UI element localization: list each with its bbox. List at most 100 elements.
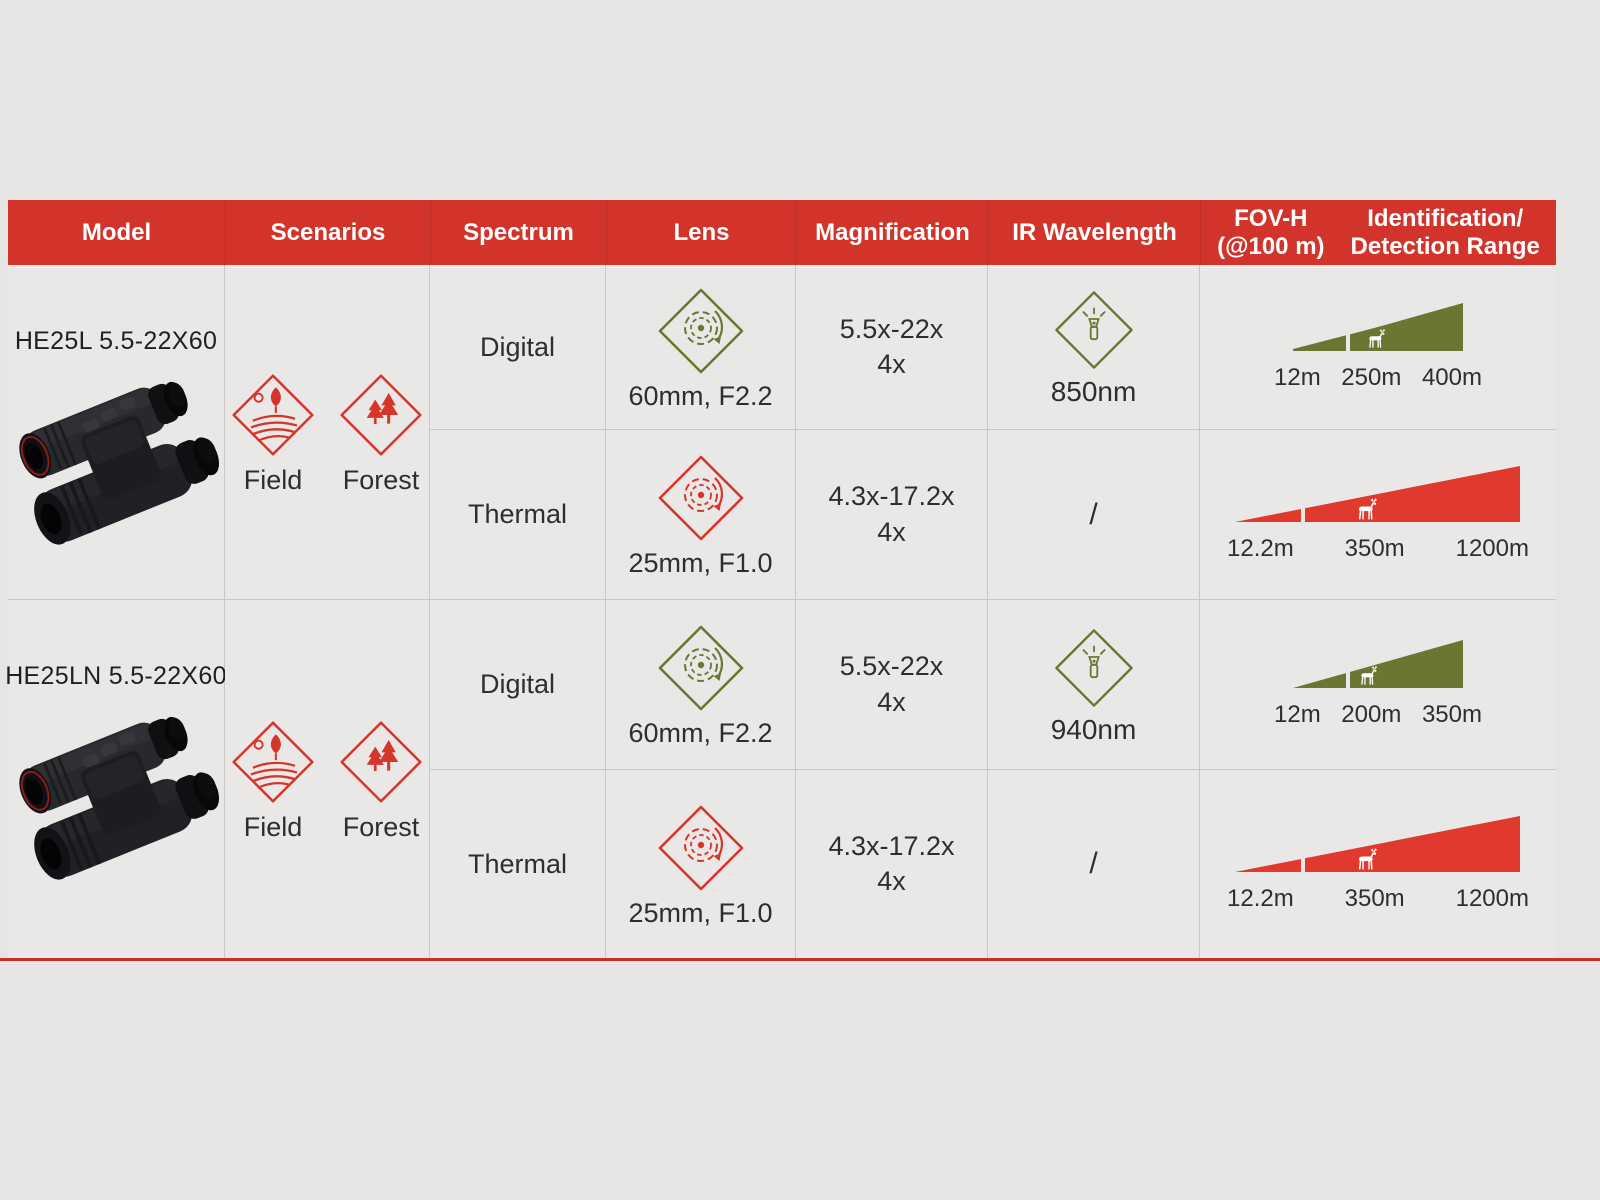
spectrum-value: Digital bbox=[479, 669, 556, 699]
spec-table: Model Scenarios Spectrum Lens Magnificat… bbox=[5, 200, 1556, 958]
range-near: 12m bbox=[1274, 701, 1321, 728]
ir-value: / bbox=[1089, 497, 1098, 531]
header-lens: Lens bbox=[606, 200, 796, 265]
model-name: HE25LN 5.5-22X60 bbox=[5, 662, 227, 690]
magnification-cell: 5.5x-22x 4x bbox=[796, 600, 988, 770]
ir-flashlight-icon bbox=[1050, 286, 1138, 374]
range-identification: 350m bbox=[1344, 884, 1405, 912]
ir-cell: / bbox=[988, 430, 1200, 600]
magnification-optical: 5.5x-22x bbox=[839, 651, 944, 682]
scenarios-cell-he25l: Field Forest bbox=[225, 265, 430, 600]
range-detection: 400m bbox=[1421, 363, 1482, 391]
range-triangle-red bbox=[1235, 466, 1520, 522]
lens-value: 25mm, F1.0 bbox=[628, 548, 773, 578]
table-bottom-accent-line bbox=[0, 958, 1600, 961]
lens-value: 25mm, F1.0 bbox=[628, 897, 773, 928]
scenarios-cell-he25ln: Field Forest bbox=[225, 600, 430, 958]
scenario-field: Field bbox=[227, 716, 319, 843]
binoculars-product-image bbox=[7, 366, 225, 556]
range-detection: 1200m bbox=[1455, 884, 1529, 912]
range-identification: 250m bbox=[1341, 363, 1402, 391]
magnification-digital-zoom: 4x bbox=[877, 516, 906, 547]
range-near: 12.2m bbox=[1227, 884, 1294, 912]
lens-value: 60mm, F2.2 bbox=[628, 718, 773, 748]
lens-cell: 60mm, F2.2 bbox=[606, 265, 796, 430]
model-name: HE25L 5.5-22X60 bbox=[14, 327, 218, 355]
header-ir-wavelength: IR Wavelength bbox=[988, 200, 1200, 265]
ir-value: 850nm bbox=[1050, 376, 1137, 407]
range-detection: 350m bbox=[1421, 701, 1482, 728]
ir-flashlight-icon bbox=[1050, 624, 1138, 712]
forest-icon bbox=[335, 716, 427, 808]
model-cell-he25l: HE25L 5.5-22X60 bbox=[8, 265, 225, 600]
header-model: Model bbox=[8, 200, 225, 265]
magnification-value: 4.3x-17.2x 4x bbox=[828, 479, 954, 549]
scenario-forest: Forest bbox=[335, 716, 427, 843]
spectrum-value: Thermal bbox=[467, 848, 568, 879]
ir-value: / bbox=[1089, 847, 1098, 880]
magnification-digital-zoom: 4x bbox=[877, 866, 906, 896]
range-identification: 350m bbox=[1344, 535, 1405, 562]
spectrum-value: Thermal bbox=[467, 499, 568, 529]
field-icon bbox=[227, 369, 319, 461]
range-triangle-red bbox=[1235, 815, 1520, 872]
spectrum-cell: Digital bbox=[430, 265, 606, 430]
lens-cell: 60mm, F2.2 bbox=[606, 600, 796, 770]
header-fov-range: FOV-H (@100 m) Identification/ Detection… bbox=[1200, 200, 1556, 265]
ir-cell: 850nm bbox=[988, 265, 1200, 430]
range-chart: 12m 200m 350m bbox=[1274, 640, 1482, 729]
binoculars-product-image bbox=[7, 701, 225, 891]
scenario-forest-label: Forest bbox=[342, 464, 420, 495]
spectrum-cell: Thermal bbox=[430, 430, 606, 600]
magnification-value: 5.5x-22x 4x bbox=[840, 312, 944, 382]
header-id-range: Identification/ Detection Range bbox=[1351, 205, 1540, 260]
header-fov: FOV-H (@100 m) bbox=[1217, 205, 1324, 260]
magnification-cell: 5.5x-22x 4x bbox=[796, 265, 988, 430]
range-near: 12.2m bbox=[1227, 535, 1294, 562]
range-cell: 12.2m 350m 1200m bbox=[1200, 770, 1556, 958]
range-cell: 12m 250m 400m bbox=[1200, 265, 1556, 430]
range-chart: 12.2m 350m 1200m bbox=[1227, 466, 1529, 563]
magnification-digital-zoom: 4x bbox=[877, 349, 906, 379]
scenario-field: Field bbox=[227, 369, 319, 496]
lens-icon bbox=[653, 283, 749, 379]
lens-icon bbox=[653, 450, 749, 546]
header-fov-line1: FOV-H bbox=[1234, 204, 1308, 232]
header-scenarios: Scenarios bbox=[225, 200, 430, 265]
spectrum-value: Digital bbox=[479, 331, 556, 362]
field-icon bbox=[227, 716, 319, 808]
header-fov-line2: (@100 m) bbox=[1217, 232, 1325, 260]
spectrum-cell: Digital bbox=[430, 600, 606, 770]
scenario-forest: Forest bbox=[335, 369, 427, 496]
lens-value: 60mm, F2.2 bbox=[628, 380, 773, 411]
range-cell: 12.2m 350m 1200m bbox=[1200, 430, 1556, 600]
magnification-cell: 4.3x-17.2x 4x bbox=[796, 770, 988, 958]
header-spectrum: Spectrum bbox=[430, 200, 606, 265]
magnification-cell: 4.3x-17.2x 4x bbox=[796, 430, 988, 600]
spectrum-cell: Thermal bbox=[430, 770, 606, 958]
magnification-value: 5.5x-22x 4x bbox=[840, 649, 944, 719]
range-identification: 200m bbox=[1341, 701, 1402, 728]
ir-value: 940nm bbox=[1050, 713, 1137, 745]
range-detection: 1200m bbox=[1455, 535, 1529, 562]
scenario-field-label: Field bbox=[243, 811, 303, 842]
range-near: 12m bbox=[1274, 363, 1321, 391]
ir-cell: / bbox=[988, 770, 1200, 958]
lens-cell: 25mm, F1.0 bbox=[606, 770, 796, 958]
range-chart: 12.2m 350m 1200m bbox=[1227, 815, 1529, 913]
ir-cell: 940nm bbox=[988, 600, 1200, 770]
forest-icon bbox=[335, 369, 427, 461]
magnification-optical: 5.5x-22x bbox=[839, 313, 944, 344]
header-magnification: Magnification bbox=[796, 200, 988, 265]
magnification-optical: 4.3x-17.2x bbox=[828, 481, 955, 512]
header-range-line1: Identification/ bbox=[1367, 204, 1524, 232]
range-cell: 12m 200m 350m bbox=[1200, 600, 1556, 770]
scenario-field-label: Field bbox=[243, 464, 303, 495]
magnification-optical: 4.3x-17.2x bbox=[828, 830, 955, 861]
lens-cell: 25mm, F1.0 bbox=[606, 430, 796, 600]
lens-icon bbox=[653, 800, 749, 896]
magnification-digital-zoom: 4x bbox=[877, 686, 906, 717]
scenario-forest-label: Forest bbox=[342, 811, 420, 842]
range-triangle-olive bbox=[1293, 640, 1463, 688]
header-range-line2: Detection Range bbox=[1350, 232, 1540, 260]
